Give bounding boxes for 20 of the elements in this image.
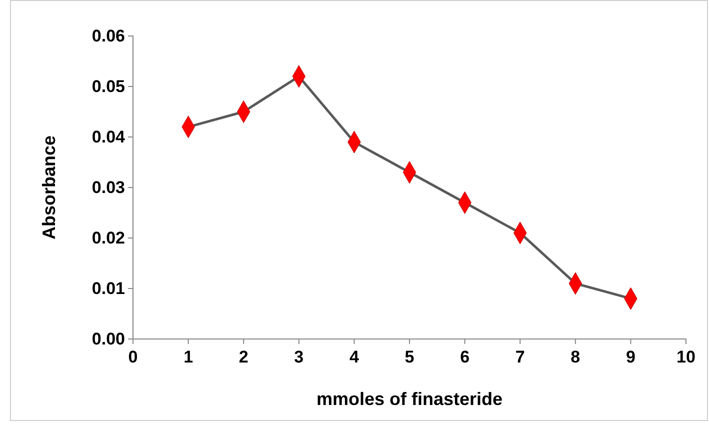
x-tick-label: 5 <box>404 347 414 366</box>
x-tick-label: 8 <box>570 347 580 366</box>
y-tick-label: 0.00 <box>92 329 125 348</box>
x-tick-label: 4 <box>349 347 360 366</box>
x-tick-label: 10 <box>676 347 696 366</box>
y-tick-label: 0.02 <box>92 228 125 248</box>
x-tick-label: 2 <box>238 347 248 366</box>
x-tick-label: 9 <box>626 347 636 366</box>
x-tick-label: 0 <box>128 347 138 366</box>
y-tick-label: 0.05 <box>92 76 125 96</box>
x-axis-title: mmoles of finasteride <box>316 389 503 409</box>
y-tick-label: 0.06 <box>92 26 125 46</box>
y-axis-title: Absorbance <box>39 135 59 240</box>
x-tick-label: 7 <box>515 347 525 366</box>
x-tick-label: 1 <box>184 347 194 366</box>
x-tick-label: 6 <box>460 347 470 366</box>
x-tick-label: 3 <box>294 347 304 366</box>
y-tick-label: 0.01 <box>92 278 125 298</box>
y-tick-label: 0.03 <box>92 178 125 197</box>
y-tick-label: 0.04 <box>92 127 126 146</box>
